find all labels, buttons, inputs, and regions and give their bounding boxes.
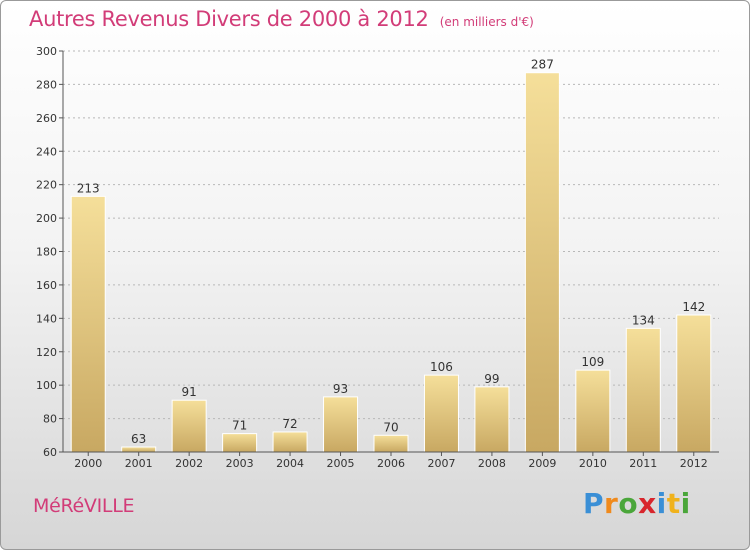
data-label: 109	[581, 355, 604, 369]
data-label: 106	[430, 360, 453, 374]
bar-2002	[171, 399, 207, 453]
data-label: 72	[282, 417, 297, 431]
logo-letter: t	[666, 487, 681, 520]
y-tick-label: 80	[43, 413, 57, 426]
bar-2011	[625, 327, 661, 453]
y-tick-label: 140	[36, 312, 57, 325]
y-tick-label: 240	[36, 145, 57, 158]
chart-title: Autres Revenus Divers de 2000 à 2012	[29, 7, 429, 31]
y-tick-label: 200	[36, 212, 57, 225]
logo-letter: i	[656, 487, 667, 520]
title-row: Autres Revenus Divers de 2000 à 2012 (en…	[29, 7, 534, 31]
logo-letter: P	[583, 487, 605, 520]
commune-name: MéRéVILLE	[33, 495, 135, 517]
logo-letter: i	[680, 487, 691, 520]
y-tick-label: 220	[36, 179, 57, 192]
chart-subtitle: (en milliers d'€)	[439, 15, 534, 29]
y-tick-label: 280	[36, 78, 57, 91]
data-label: 93	[333, 382, 348, 396]
bars	[70, 72, 712, 453]
y-tick-label: 100	[36, 379, 57, 392]
data-label: 134	[632, 313, 655, 327]
x-tick-label: 2004	[276, 457, 304, 470]
x-tick-label: 2003	[226, 457, 254, 470]
x-tick-label: 2007	[427, 457, 455, 470]
x-tick-label: 2009	[528, 457, 556, 470]
data-label: 142	[682, 300, 705, 314]
axes	[59, 50, 719, 456]
logo-letter: r	[604, 487, 619, 520]
bar-2000	[70, 195, 106, 453]
bar-2009	[524, 72, 560, 453]
y-tick-label: 180	[36, 246, 57, 259]
bar-2003	[222, 433, 258, 453]
bar-2004	[272, 431, 308, 453]
logo-letter: o	[618, 487, 639, 520]
grid-lines	[63, 50, 719, 453]
data-label: 91	[182, 385, 197, 399]
data-label: 63	[131, 432, 146, 446]
y-tick-label: 300	[36, 45, 57, 58]
x-tick-label: 2008	[478, 457, 506, 470]
data-label: 287	[531, 58, 554, 72]
x-tick-label: 2000	[74, 457, 102, 470]
bar-2001	[121, 446, 157, 453]
y-tick-label: 120	[36, 346, 57, 359]
y-tick-label: 160	[36, 279, 57, 292]
proxiti-logo: Proxiti	[583, 487, 691, 520]
x-tick-label: 2011	[629, 457, 657, 470]
data-label: 71	[232, 419, 247, 433]
x-tick-label: 2006	[377, 457, 405, 470]
x-tick-label: 2012	[680, 457, 708, 470]
x-tick-label: 2001	[125, 457, 153, 470]
bar-2008	[474, 386, 510, 453]
y-tick-label: 260	[36, 112, 57, 125]
bar-2012	[676, 314, 712, 453]
y-tick-label: 60	[43, 446, 57, 459]
logo-letter: x	[638, 487, 657, 520]
bar-2006	[373, 434, 409, 453]
bar-2007	[423, 374, 459, 453]
labels: 60 80 100 120 140 160 180 200 220 240 260 280 300 213…	[36, 45, 708, 470]
data-label: 213	[77, 181, 100, 195]
bar-2010	[575, 369, 611, 453]
x-tick-label: 2002	[175, 457, 203, 470]
x-tick-label: 2010	[579, 457, 607, 470]
data-label: 70	[383, 420, 398, 434]
x-tick-label: 2005	[327, 457, 355, 470]
data-label: 99	[484, 372, 499, 386]
bar-2005	[323, 396, 359, 453]
